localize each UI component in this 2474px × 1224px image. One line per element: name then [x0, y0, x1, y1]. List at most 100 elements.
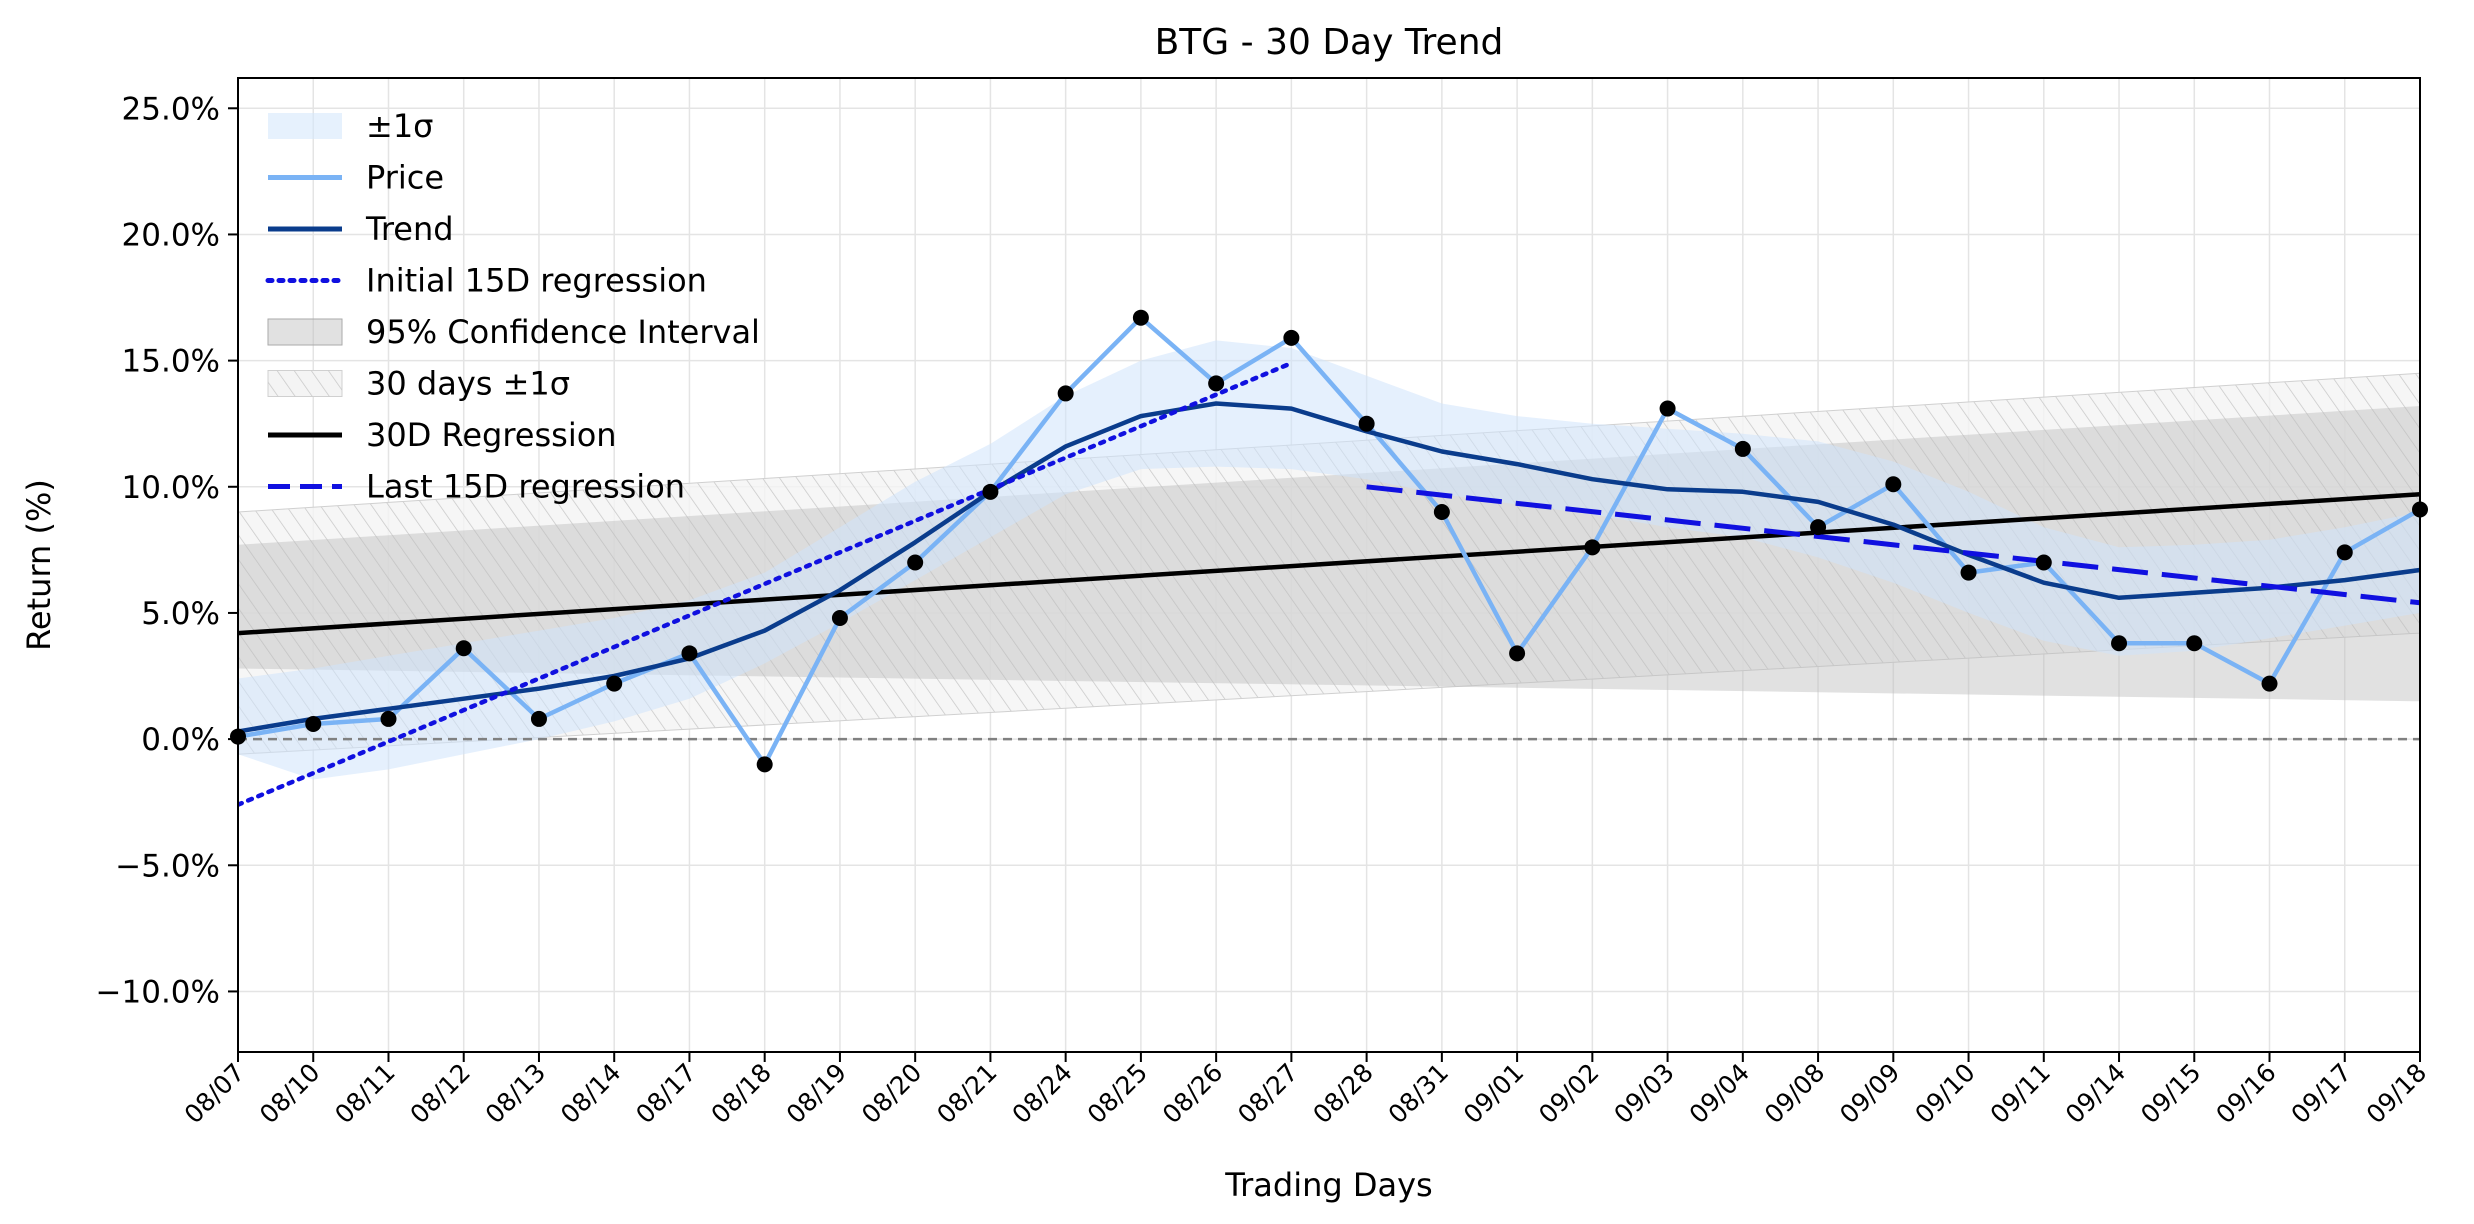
x-tick-label: 09/15 — [2135, 1058, 2206, 1129]
price-point — [1283, 329, 1300, 346]
y-tick-layer: −10.0% −5.0% 0.0% 5.0% 10.0% 15.0% 20.0% 25.0% — [96, 91, 238, 1010]
price-point — [2035, 554, 2052, 571]
legend: ±1σ Price Trend Initial 15D regression 95% C… — [265, 107, 760, 506]
x-tick-label: 09/18 — [2361, 1058, 2432, 1129]
legend-item: 95% Confidence Interval — [267, 313, 760, 351]
price-point — [1132, 309, 1149, 326]
y-tick-label: 10.0% — [122, 470, 220, 506]
price-point — [455, 640, 472, 657]
price-point — [831, 609, 848, 626]
legend-swatch-hatch — [268, 370, 342, 397]
price-point — [1208, 375, 1225, 392]
x-tick-label: 08/10 — [254, 1058, 325, 1129]
series-last-15d-regression — [1366, 484, 2420, 606]
price-point — [305, 715, 322, 732]
legend-label: Initial 15D regression — [366, 262, 707, 300]
legend-swatch — [268, 113, 342, 139]
price-point — [982, 483, 999, 500]
x-tick-label: 08/13 — [480, 1058, 551, 1129]
x-tick-label: 08/24 — [1006, 1058, 1077, 1129]
plot-frame — [237, 77, 2421, 1053]
legend-item: 30 days ±1σ — [267, 365, 570, 403]
x-tick-label: 08/11 — [329, 1058, 400, 1129]
legend-label: 30 days ±1σ — [366, 365, 570, 403]
legend-label: Price — [366, 159, 444, 197]
x-tick-label: 08/21 — [931, 1058, 1002, 1129]
x-tick-label: 08/19 — [781, 1058, 852, 1129]
x-tick-label: 09/08 — [1759, 1058, 1830, 1129]
y-tick-label: 0.0% — [141, 722, 220, 758]
chart-title: BTG - 30 Day Trend — [1155, 22, 1504, 63]
price-point — [1659, 400, 1676, 417]
price-point — [606, 675, 623, 692]
band-layer — [238, 340, 2420, 780]
y-tick-label: 20.0% — [122, 217, 220, 253]
legend-item: Price — [268, 159, 444, 197]
legend-label: ±1σ — [366, 107, 433, 145]
x-tick-label: 08/12 — [405, 1058, 476, 1129]
x-tick-layer: 08/07 08/10 08/11 08/12 08/13 08/14 08/17 08/18… — [179, 1052, 2432, 1129]
legend-swatch — [267, 318, 343, 346]
x-tick-label: 09/04 — [1684, 1058, 1755, 1129]
legend-label: Last 15D regression — [366, 468, 685, 506]
point-layer — [230, 309, 2428, 773]
y-tick-label: 5.0% — [141, 596, 220, 632]
x-tick-label: 08/20 — [856, 1058, 927, 1129]
y-tick-label: 15.0% — [122, 344, 220, 380]
legend-item: ±1σ — [268, 107, 433, 145]
x-axis-label: Trading Days — [1224, 1166, 1432, 1204]
x-tick-label: 09/14 — [2060, 1058, 2131, 1129]
price-point — [1810, 519, 1827, 536]
x-tick-label: 08/31 — [1383, 1058, 1454, 1129]
line-layer — [238, 315, 2420, 807]
series-initial-15d-regression — [238, 360, 1294, 807]
price-point — [681, 645, 698, 662]
x-tick-label: 09/03 — [1608, 1058, 1679, 1129]
legend-label: 95% Confidence Interval — [366, 313, 760, 351]
legend-item: 30D Regression — [268, 416, 617, 454]
price-point — [1960, 564, 1977, 581]
series-30d-regression — [238, 492, 2420, 636]
price-point — [2336, 544, 2353, 561]
legend-item: Initial 15D regression — [265, 262, 707, 300]
x-tick-label: 08/07 — [179, 1058, 250, 1129]
price-point — [2111, 635, 2128, 652]
x-tick-label: 09/02 — [1533, 1058, 1604, 1129]
price-point — [1584, 539, 1601, 556]
x-tick-label: 09/11 — [1985, 1058, 2056, 1129]
x-tick-label: 08/26 — [1157, 1058, 1228, 1129]
x-tick-label: 09/01 — [1458, 1058, 1529, 1129]
legend-item: Trend — [268, 210, 454, 248]
x-tick-label: 09/09 — [1834, 1058, 1905, 1129]
y-axis-label: Return (%) — [20, 479, 58, 651]
x-tick-label: 09/17 — [2286, 1058, 2357, 1129]
price-point — [1885, 476, 1902, 493]
y-tick-label: −10.0% — [96, 974, 220, 1010]
price-point — [1358, 415, 1375, 432]
x-tick-label: 09/10 — [1909, 1058, 1980, 1129]
x-tick-label: 09/16 — [2210, 1058, 2281, 1129]
price-point — [1734, 440, 1751, 457]
x-tick-label: 08/17 — [630, 1058, 701, 1129]
price-point — [756, 756, 773, 773]
series-trend — [238, 401, 2420, 734]
y-tick-label: 25.0% — [122, 91, 220, 127]
x-tick-label: 08/14 — [555, 1058, 626, 1129]
price-point — [1509, 645, 1526, 662]
price-point — [530, 710, 547, 727]
legend-item: Last 15D regression — [268, 468, 685, 506]
series-price — [238, 315, 2420, 767]
y-tick-label: −5.0% — [115, 848, 220, 884]
price-point — [1057, 385, 1074, 402]
legend-label: Trend — [365, 210, 454, 248]
x-tick-label: 08/27 — [1232, 1058, 1303, 1129]
legend-label: 30D Regression — [366, 416, 617, 454]
price-point — [2261, 675, 2278, 692]
price-point — [380, 710, 397, 727]
x-tick-label: 08/18 — [705, 1058, 776, 1129]
price-point — [907, 554, 924, 571]
x-tick-label: 08/25 — [1082, 1058, 1153, 1129]
price-point — [2186, 635, 2203, 652]
